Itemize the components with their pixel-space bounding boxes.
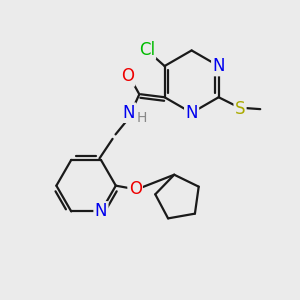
Text: N: N: [212, 57, 225, 75]
Text: O: O: [129, 180, 142, 198]
Text: H: H: [137, 111, 148, 125]
Text: O: O: [121, 68, 134, 85]
Text: N: N: [185, 104, 198, 122]
Text: N: N: [123, 104, 135, 122]
Text: S: S: [235, 100, 245, 118]
Text: N: N: [95, 202, 107, 220]
Text: Cl: Cl: [139, 41, 155, 59]
